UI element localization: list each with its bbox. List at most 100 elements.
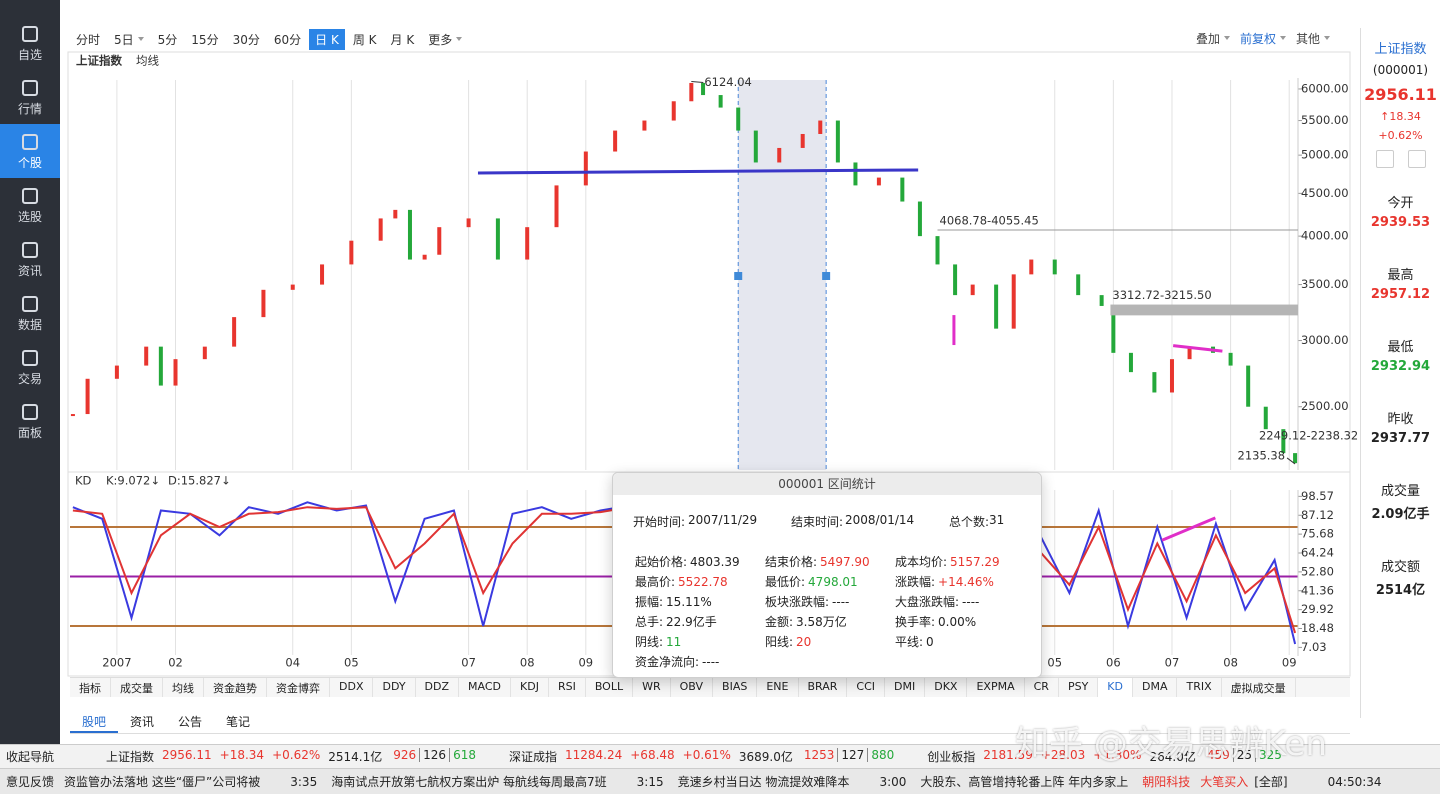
indicator-tab[interactable]: CCI [847, 678, 886, 697]
bottom-tab[interactable]: 资讯 [130, 715, 155, 729]
candle [1076, 274, 1081, 296]
indicator-tab[interactable]: 均线 [163, 678, 204, 697]
indicator-tab[interactable]: 虚拟成交量 [1222, 678, 1296, 697]
indicator-tab[interactable]: DDZ [416, 678, 460, 697]
legend-entry: D:15.827↓ [168, 474, 231, 488]
x-tick-label: 08 [520, 656, 535, 670]
toolbar-option[interactable]: 其他 [1296, 30, 1330, 47]
period-button[interactable]: 60分 [273, 32, 302, 47]
indicator-tab[interactable]: MACD [459, 678, 512, 697]
period-button[interactable]: 更多 [422, 29, 468, 50]
candle [85, 378, 90, 415]
quote-button[interactable] [1407, 150, 1426, 168]
candle [232, 317, 237, 347]
stat-label: 起始价格: [635, 555, 688, 569]
x-tick-label: 09 [1282, 656, 1297, 670]
indicator-tab[interactable]: BRAR [799, 678, 848, 697]
nav-item[interactable]: 数据 [0, 286, 60, 340]
toolbar-option[interactable]: 叠加 [1196, 30, 1230, 47]
period-button[interactable]: 30分 [232, 32, 260, 47]
period-button[interactable]: 15分 [191, 32, 219, 47]
nav-item[interactable]: 个股 [0, 124, 60, 178]
nav-item[interactable]: 资讯 [0, 232, 60, 286]
nav-item[interactable]: 行情 [0, 70, 60, 124]
bottom-tab[interactable]: 笔记 [226, 715, 251, 729]
indicator-tab[interactable]: BIAS [713, 678, 758, 697]
candle [917, 201, 922, 237]
indicator-tab[interactable]: DDY [373, 678, 416, 697]
indicator-tab[interactable]: 成交量 [111, 678, 163, 697]
drawn-line [477, 168, 919, 175]
indicator-tab[interactable]: DKX [925, 678, 968, 697]
news-title[interactable]: 竞速乡村当日达 物流提效难降本 [677, 775, 850, 789]
toolbar-option[interactable]: 前复权 [1240, 30, 1286, 47]
indicator-tab[interactable]: TRIX [1177, 678, 1222, 697]
indicator-tab[interactable]: RSI [549, 678, 586, 697]
nav-item[interactable]: 自选 [0, 16, 60, 70]
index-ticker: 上证指数 2956.11 +18.34 +0.62% 2514.1亿 926 126 618 [106, 748, 479, 765]
index-price: 2956.11 [162, 748, 212, 762]
candle [1246, 365, 1251, 407]
news-time: 3:15 [636, 774, 664, 789]
stat-label: 大盘涨跌幅: [895, 595, 960, 609]
field-value: 2939.53 [1370, 215, 1431, 230]
y-tick-label: 18.48 [1301, 621, 1334, 635]
indicator-tab[interactable]: KDJ [511, 678, 549, 697]
index-price: 2181.59 [983, 748, 1033, 762]
indicator-tab[interactable]: 指标 [70, 678, 111, 697]
period-button[interactable]: 5分 [157, 32, 178, 47]
period-button[interactable]: 日 K [309, 28, 345, 50]
indicator-tab[interactable]: WR [633, 678, 671, 697]
stat-cell: 总手: 22.9亿手 [635, 613, 717, 630]
stat-value: 11 [666, 635, 682, 649]
sidebar: 自选 行情 个股 选股 资讯 数据 交易 面板 [0, 0, 60, 744]
period-button[interactable]: 周 K [352, 32, 377, 47]
indicator-tab[interactable]: 资金趋势 [204, 678, 267, 697]
nav-item[interactable]: 面板 [0, 394, 60, 448]
price-panel [67, 51, 1351, 473]
news-title[interactable]: 大股东、高管增持轮番上阵 年内多家上 [920, 775, 1129, 789]
feedback[interactable]: 意见反馈 [6, 775, 55, 789]
index-status-bar: 收起导航 上证指数 2956.11 +18.34 +0.62% 2514.1亿 926 126… [0, 744, 1440, 768]
y-tick-label: 2500.00 [1301, 399, 1349, 413]
quote-button[interactable] [1375, 150, 1394, 168]
period-button[interactable]: 月 K [390, 32, 415, 47]
nav-item[interactable]: 交易 [0, 340, 60, 394]
index-counts: 926 126 618 [390, 748, 479, 765]
quote-name: 上证指数 [1374, 42, 1427, 57]
candle [613, 130, 618, 152]
indicator-tab[interactable]: CR [1025, 678, 1059, 697]
stat-cell: 起始价格: 4803.39 [635, 553, 740, 570]
indicator-tab[interactable]: ENE [757, 678, 799, 697]
extreme-arrow [1286, 457, 1296, 465]
indicator-tab[interactable]: BOLL [586, 678, 634, 697]
stat-label: 换手率: [895, 615, 936, 629]
news-title[interactable]: 海南试点开放第七航权方案出炉 每航线每周最高7班 [331, 775, 607, 789]
news-title[interactable]: 资监管办法落地 这些“僵尸”公司将被 [64, 775, 261, 789]
candle [671, 101, 676, 121]
indicator-tab[interactable]: DMI [885, 678, 926, 697]
nav-item[interactable]: 选股 [0, 178, 60, 232]
count: 880 [867, 748, 898, 762]
field-value: 2514亿 [1375, 583, 1426, 598]
indicator-tab[interactable]: EXPMA [967, 678, 1025, 697]
period-button[interactable]: 分时 [76, 32, 101, 47]
zone-label: 4068.78-4055.45 [940, 213, 1039, 227]
indicator-tab[interactable]: OBV [671, 678, 714, 697]
alert-filter[interactable]: [全部] [1254, 775, 1288, 789]
count: 25 [1232, 748, 1256, 762]
indicator-tab[interactable]: 资金博弈 [267, 678, 330, 697]
index-pct: +0.61% [682, 748, 731, 762]
indicator-tab[interactable]: KD [1098, 678, 1133, 697]
candle [554, 185, 559, 228]
indicator-tab[interactable]: DMA [1133, 678, 1178, 697]
news-bar: 意见反馈 资监管办法落地 这些“僵尸”公司将被 3:35 海南试点开放第七航权方案出炉… [0, 768, 1440, 794]
collapse-nav[interactable]: 收起导航 [6, 750, 55, 764]
index-change: +18.34 [219, 748, 265, 762]
period-button[interactable]: 5日 [108, 29, 150, 50]
bottom-tab[interactable]: 股吧 [70, 708, 119, 733]
indicator-tab[interactable]: PSY [1059, 678, 1099, 697]
period-toolbar: 分时 5日 5分 15分 30分 60分日 K 周 K 月 K 更多 [70, 28, 1350, 50]
bottom-tab[interactable]: 公告 [178, 715, 203, 729]
indicator-tab[interactable]: DDX [330, 678, 374, 697]
